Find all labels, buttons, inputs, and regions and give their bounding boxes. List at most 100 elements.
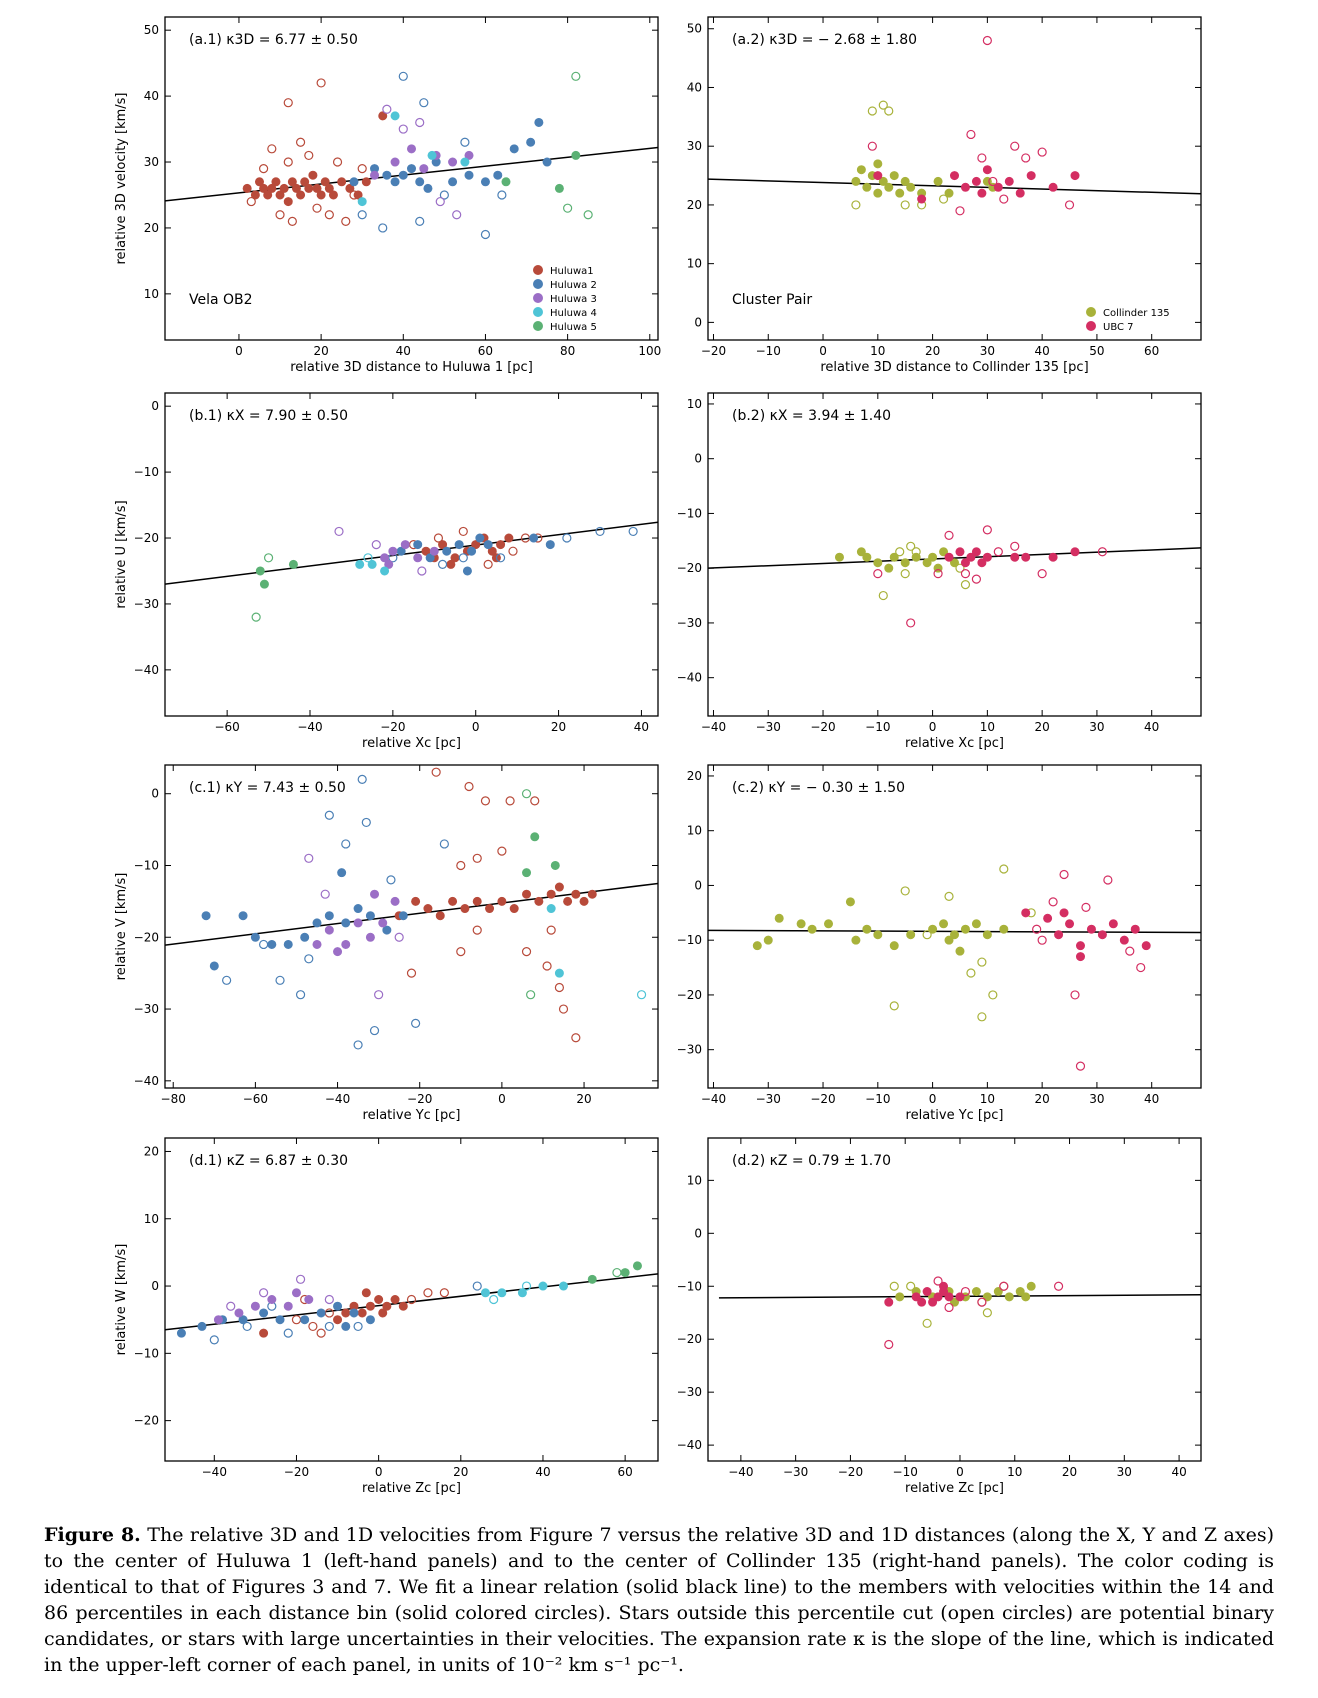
point-filled-huluwa1 [345, 183, 355, 193]
point-filled-huluwa-2 [425, 553, 435, 563]
point-filled-huluwa1 [328, 190, 338, 200]
x-tick-label: 20 [1062, 1465, 1077, 1479]
legend-label: Huluwa 2 [550, 280, 597, 291]
point-open-collinder-135 [895, 547, 905, 557]
point-open-huluwa-2 [437, 559, 448, 569]
point-open-huluwa1 [558, 1004, 569, 1014]
point-filled-huluwa-4 [390, 111, 400, 121]
y-tick-label: −20 [134, 930, 159, 944]
point-filled-huluwa-2 [353, 904, 363, 914]
y-tick-label: 10 [144, 1212, 159, 1226]
point-filled-huluwa1 [587, 889, 597, 899]
point-filled-huluwa1 [496, 540, 506, 550]
point-filled-collinder-135 [949, 558, 959, 568]
point-open-ubc-7 [1032, 924, 1042, 934]
point-open-huluwa-2 [411, 1018, 421, 1029]
kappa-annotation: (b.2) κX = 3.94 ± 1.40 [732, 408, 891, 424]
point-filled-collinder-135 [807, 924, 817, 934]
fit-line [708, 547, 1201, 569]
point-filled-huluwa1 [320, 177, 330, 187]
point-open-huluwa-4 [636, 990, 647, 1000]
x-tick-label: −10 [756, 344, 781, 358]
point-filled-huluwa-4 [546, 904, 556, 914]
point-filled-huluwa-2 [316, 1308, 326, 1318]
point-filled-huluwa1 [316, 190, 326, 200]
point-filled-collinder-135 [982, 1292, 992, 1302]
point-open-huluwa1 [472, 925, 482, 935]
point-filled-huluwa-3 [250, 1301, 260, 1311]
point-filled-ubc-7 [1048, 552, 1058, 562]
point-filled-huluwa-3 [390, 896, 400, 906]
point-open-huluwa-2 [353, 1321, 363, 1332]
point-filled-huluwa-4 [367, 559, 377, 569]
point-filled-huluwa1 [254, 177, 264, 187]
point-filled-collinder-135 [1026, 1281, 1036, 1291]
point-filled-huluwa-4 [460, 157, 470, 167]
x-tick-label: 60 [1144, 344, 1159, 358]
point-open-collinder-135 [922, 1318, 932, 1328]
point-filled-huluwa-2 [542, 157, 552, 167]
point-open-collinder-135 [906, 1281, 916, 1291]
region-label: Vela OB2 [189, 292, 253, 308]
kappa-annotation: (c.2) κY = − 0.30 ± 1.50 [732, 780, 905, 796]
x-tick-label: −60 [214, 720, 239, 734]
legend-marker [533, 321, 543, 331]
y-tick-label: 0 [694, 452, 702, 466]
point-open-ubc-7 [1064, 200, 1075, 210]
point-open-huluwa1 [521, 947, 532, 957]
y-tick-label: −20 [677, 561, 702, 575]
point-filled-ubc-7 [928, 1297, 938, 1307]
point-open-ubc-7 [982, 525, 992, 535]
point-open-ubc-7 [933, 1276, 943, 1286]
point-open-collinder-135 [944, 891, 954, 901]
point-filled-huluwa-3 [234, 1308, 244, 1318]
point-open-huluwa1 [497, 846, 507, 856]
point-filled-huluwa-3 [388, 546, 398, 556]
point-filled-huluwa1 [554, 882, 564, 892]
point-filled-collinder-135 [933, 176, 943, 186]
point-filled-huluwa1 [497, 896, 507, 906]
y-tick-label: 40 [687, 80, 702, 94]
point-filled-collinder-135 [889, 171, 899, 181]
point-filled-huluwa-4 [538, 1281, 548, 1291]
point-open-huluwa-3 [435, 196, 445, 207]
x-tick-label: 10 [870, 344, 885, 358]
point-filled-huluwa-5 [288, 559, 298, 569]
y-tick-label: 50 [687, 22, 702, 36]
point-filled-ubc-7 [1108, 919, 1118, 929]
point-filled-huluwa-2 [238, 911, 248, 921]
point-open-collinder-135 [988, 990, 998, 1000]
x-tick-label: 60 [478, 344, 493, 358]
point-filled-huluwa1 [485, 904, 495, 914]
x-tick-label: 0 [819, 344, 827, 358]
point-filled-huluwa1 [411, 896, 421, 906]
point-filled-ubc-7 [1048, 182, 1058, 192]
point-filled-huluwa-2 [534, 117, 544, 127]
x-tick-label: 20 [551, 720, 566, 734]
point-filled-huluwa1 [312, 183, 322, 193]
y-tick-label: 10 [687, 397, 702, 411]
point-open-ubc-7 [1010, 141, 1020, 151]
point-filled-huluwa-2 [529, 533, 539, 543]
point-filled-collinder-135 [999, 924, 1009, 934]
point-open-ubc-7 [933, 569, 943, 579]
x-tick-label: 40 [1144, 1092, 1159, 1106]
point-open-huluwa-3 [259, 1288, 269, 1298]
point-open-ubc-7 [867, 141, 877, 151]
marks [708, 525, 1201, 628]
y-tick-label: 10 [687, 824, 702, 838]
point-open-huluwa-3 [304, 853, 314, 863]
point-open-huluwa1 [542, 961, 552, 971]
x-tick-label: 0 [375, 1465, 383, 1479]
point-open-huluwa-4 [363, 553, 373, 563]
point-open-ubc-7 [1136, 962, 1146, 973]
y-axis-label: relative V [km/s] [114, 873, 129, 981]
point-open-huluwa-5 [612, 1267, 622, 1278]
point-filled-collinder-135 [895, 1292, 905, 1302]
legend-marker [1086, 307, 1096, 317]
point-filled-collinder-135 [949, 1297, 959, 1307]
point-filled-huluwa-3 [365, 932, 375, 942]
point-open-ubc-7 [1048, 897, 1058, 907]
x-tick-label: −30 [756, 720, 781, 734]
point-open-huluwa-2 [369, 1025, 380, 1036]
